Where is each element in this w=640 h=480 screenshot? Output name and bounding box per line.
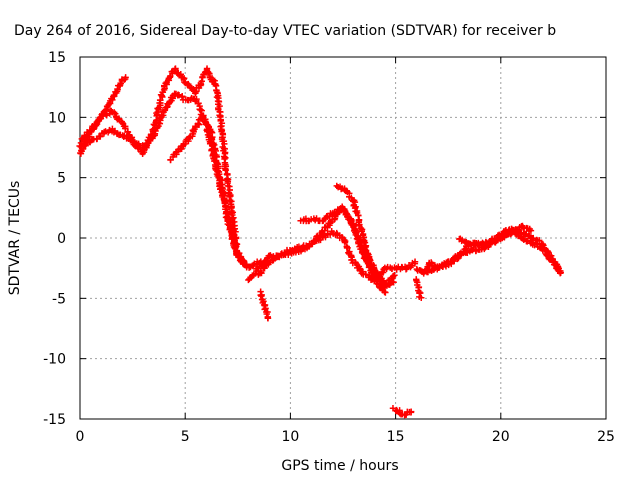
data-point xyxy=(417,289,424,297)
y-tick-label: 5 xyxy=(57,171,66,187)
data-point xyxy=(333,209,340,217)
y-tick-label: -5 xyxy=(52,291,66,307)
x-tick-label: 15 xyxy=(387,429,405,445)
chart-title: Day 264 of 2016, Sidereal Day-to-day VTE… xyxy=(14,23,556,39)
data-point xyxy=(240,258,247,265)
x-tick-label: 0 xyxy=(76,429,85,445)
data-point xyxy=(411,258,419,265)
data-point xyxy=(153,109,160,117)
y-axis-label: SDTVAR / TECUs xyxy=(7,181,23,296)
data-point xyxy=(230,243,238,251)
data-point xyxy=(418,294,425,302)
data-point xyxy=(374,280,382,288)
data-point xyxy=(519,235,526,242)
y-tick-labels: 15 10 5 0 -5 -10 -15 xyxy=(43,50,66,428)
data-point xyxy=(231,244,239,252)
x-tick-label: 5 xyxy=(181,429,190,445)
data-point xyxy=(264,315,272,322)
y-tick-label: 0 xyxy=(57,231,66,247)
data-point xyxy=(390,279,397,286)
data-point xyxy=(122,125,129,132)
x-tick-label: 25 xyxy=(597,429,615,445)
data-point xyxy=(536,237,543,244)
data-point xyxy=(108,107,115,115)
data-point xyxy=(351,226,359,234)
data-point xyxy=(179,93,186,100)
data-point xyxy=(524,237,531,244)
data-point xyxy=(184,81,192,88)
data-point xyxy=(171,65,179,73)
y-tick-label: -10 xyxy=(43,352,66,368)
data-point xyxy=(122,74,129,81)
data-point xyxy=(391,272,398,279)
data-point xyxy=(222,167,229,174)
data-point xyxy=(235,250,243,257)
data-point xyxy=(556,270,564,277)
data-point xyxy=(372,273,379,281)
data-point xyxy=(214,159,221,167)
data-point xyxy=(356,221,363,228)
data-point xyxy=(407,409,415,416)
data-point xyxy=(77,139,85,147)
data-point xyxy=(82,142,89,149)
data-point xyxy=(199,115,207,122)
data-point xyxy=(154,105,162,112)
y-tick-label: 10 xyxy=(48,110,66,126)
data-point xyxy=(263,310,270,318)
data-point xyxy=(97,133,104,140)
x-axis-label: GPS time / hours xyxy=(281,458,398,474)
data-point xyxy=(527,227,535,234)
data-point xyxy=(380,278,387,285)
data-point xyxy=(341,239,349,246)
data-point xyxy=(382,289,389,296)
data-point xyxy=(313,233,320,240)
y-tick-label: 15 xyxy=(48,50,66,66)
data-point xyxy=(109,96,116,104)
data-point xyxy=(362,271,370,278)
data-point xyxy=(542,247,549,254)
x-tick-label: 20 xyxy=(492,429,510,445)
axis-ticks xyxy=(79,56,607,420)
y-tick-label: -15 xyxy=(43,412,66,428)
data-point xyxy=(281,250,288,258)
data-point xyxy=(326,231,334,238)
data-point xyxy=(177,71,184,78)
x-tick-label: 10 xyxy=(281,429,299,445)
data-point xyxy=(333,182,340,190)
data-point xyxy=(257,269,265,276)
x-tick-labels: 0 5 10 15 20 25 xyxy=(76,429,615,445)
data-point xyxy=(403,265,410,272)
data-point xyxy=(243,264,250,271)
data-point xyxy=(369,269,376,276)
data-point xyxy=(194,120,202,127)
data-point xyxy=(185,134,193,142)
data-point xyxy=(208,135,216,143)
data-point xyxy=(366,256,373,263)
data-points xyxy=(76,65,564,419)
